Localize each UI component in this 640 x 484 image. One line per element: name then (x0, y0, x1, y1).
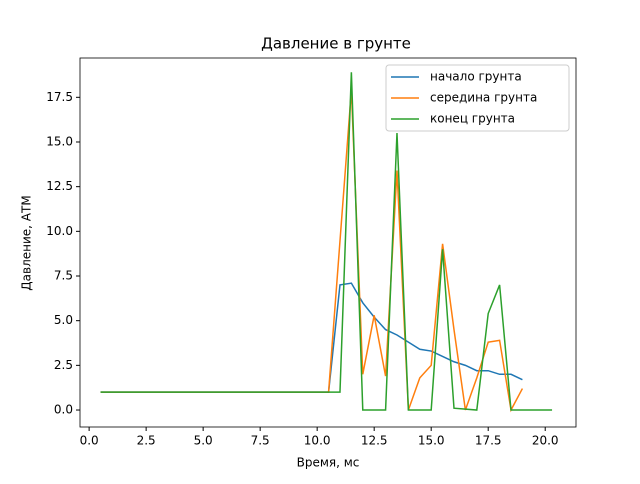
y-tick-label: 15.0 (46, 134, 73, 148)
chart-title: Давление в грунте (261, 35, 411, 53)
x-tick-label: 5.0 (194, 434, 213, 448)
x-tick-label: 15.0 (418, 434, 445, 448)
x-tick-label: 7.5 (251, 434, 270, 448)
legend-box (385, 64, 570, 132)
x-tick-label: 20.0 (532, 434, 559, 448)
y-tick-label: 2.5 (54, 358, 73, 372)
x-axis-label: Время, мс (297, 456, 360, 470)
series-line (100, 90, 524, 413)
y-tick-label: 10.0 (46, 224, 73, 238)
x-tick-label: 12.5 (361, 434, 388, 448)
y-tick-label: 17.5 (46, 90, 73, 104)
y-tick-label: 5.0 (54, 313, 73, 327)
y-tick-label: 7.5 (54, 269, 73, 283)
series-line (100, 72, 553, 411)
legend-label: конец грунта (430, 112, 515, 126)
y-tick-label: 0.0 (54, 403, 73, 417)
x-tick-label: 0.0 (80, 434, 99, 448)
plot-frame (79, 57, 577, 428)
legend-label: середина грунта (430, 91, 537, 105)
series-line (100, 282, 523, 393)
x-tick-label: 10.0 (304, 434, 331, 448)
y-axis-label: Давление, АТМ (20, 195, 34, 290)
x-tick-label: 2.5 (137, 434, 156, 448)
x-tick-label: 17.5 (475, 434, 502, 448)
y-tick-label: 12.5 (46, 179, 73, 193)
legend-label: начало грунта (430, 70, 522, 84)
